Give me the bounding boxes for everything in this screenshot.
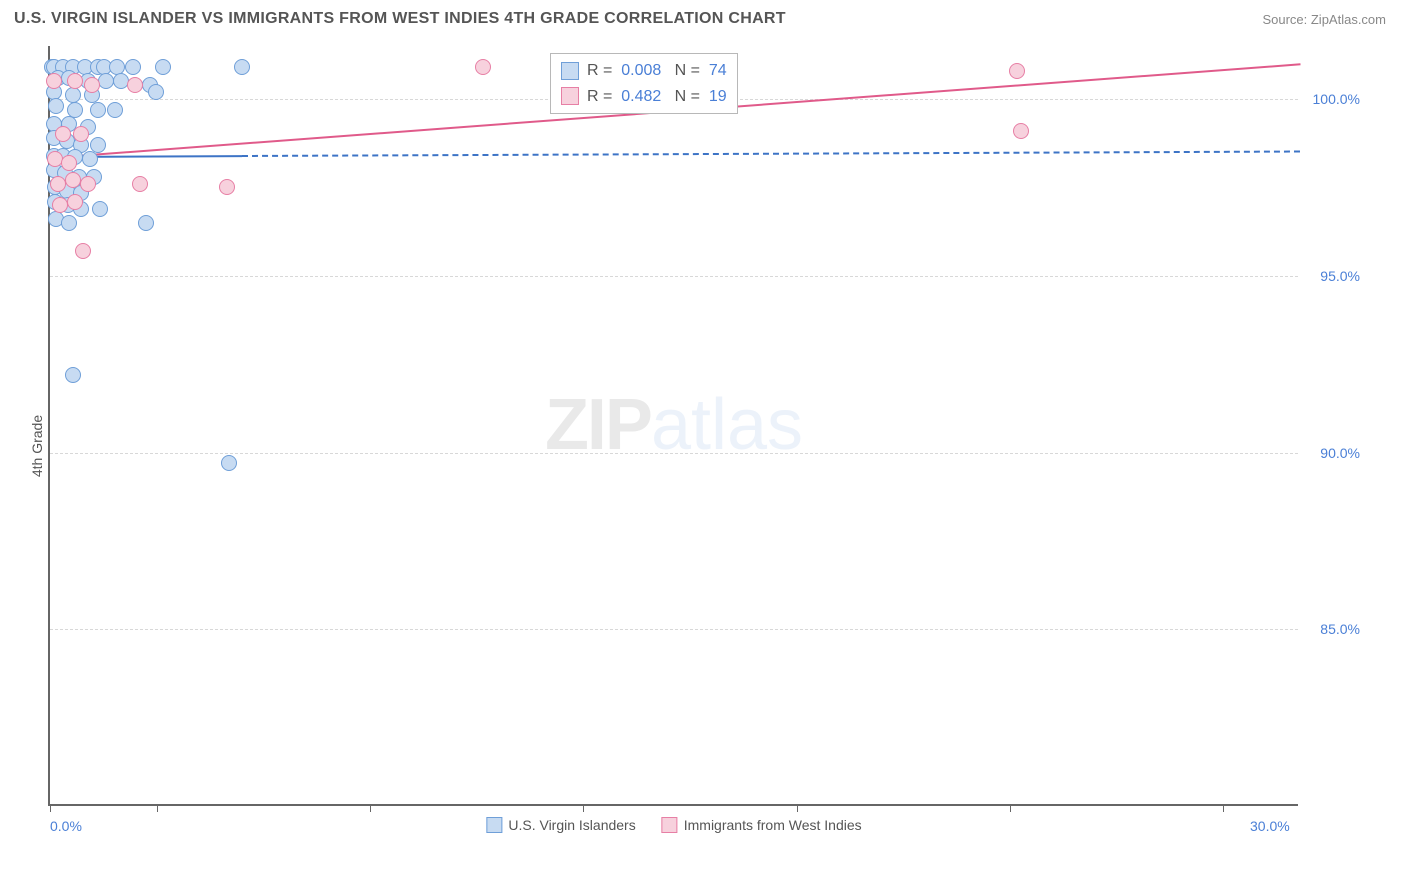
data-point [132,176,148,192]
legend-swatch [561,62,579,80]
x-tick [370,804,371,812]
data-point [52,197,68,213]
data-point [90,137,106,153]
data-point [84,77,100,93]
correlation-row: R = 0.482 N = 19 [561,84,727,110]
y-axis-label: 4th Grade [29,415,45,477]
data-point [125,59,141,75]
y-tick-label: 90.0% [1320,445,1360,461]
x-tick [797,804,798,812]
data-point [221,455,237,471]
data-point [107,102,123,118]
data-point [73,126,89,142]
data-point [138,215,154,231]
data-point [80,176,96,192]
data-point [234,59,250,75]
data-point [46,73,62,89]
legend-swatch [662,817,678,833]
data-point [61,215,77,231]
data-point [127,77,143,93]
chart-container: 4th Grade ZIPatlas 100.0%95.0%90.0%85.0%… [0,36,1406,856]
source-attribution: Source: ZipAtlas.com [1262,12,1386,27]
x-tick [1010,804,1011,812]
correlation-row: R = 0.008 N = 74 [561,58,727,84]
data-point [75,243,91,259]
source-link[interactable]: ZipAtlas.com [1311,12,1386,27]
gridline [50,629,1298,630]
gridline [50,453,1298,454]
data-point [67,194,83,210]
data-point [65,367,81,383]
x-axis-label: 0.0% [50,818,82,834]
y-tick-label: 100.0% [1313,91,1360,107]
y-tick-label: 85.0% [1320,621,1360,637]
data-point [1009,63,1025,79]
series-legend: U.S. Virgin Islanders Immigrants from Wes… [486,817,861,834]
y-tick-label: 95.0% [1320,268,1360,284]
data-point [1013,123,1029,139]
data-point [50,176,66,192]
correlation-legend: R = 0.008 N = 74R = 0.482 N = 19 [550,53,738,114]
legend-item: U.S. Virgin Islanders [486,817,635,834]
x-tick [583,804,584,812]
trend-line [242,150,1300,156]
x-tick [157,804,158,812]
data-point [55,126,71,142]
legend-swatch [561,87,579,105]
data-point [48,98,64,114]
legend-item: Immigrants from West Indies [662,817,862,834]
x-tick [50,804,51,812]
data-point [475,59,491,75]
data-point [148,84,164,100]
data-point [82,151,98,167]
data-point [90,102,106,118]
data-point [61,155,77,171]
x-axis-label: 30.0% [1250,818,1290,834]
data-point [219,179,235,195]
chart-title: U.S. VIRGIN ISLANDER VS IMMIGRANTS FROM … [14,10,786,28]
gridline [50,276,1298,277]
data-point [155,59,171,75]
watermark: ZIPatlas [545,384,803,466]
x-tick [1223,804,1224,812]
chart-header: U.S. VIRGIN ISLANDER VS IMMIGRANTS FROM … [0,0,1406,36]
legend-swatch [486,817,502,833]
data-point [92,201,108,217]
data-point [65,172,81,188]
data-point [67,73,83,89]
plot-area: ZIPatlas 100.0%95.0%90.0%85.0%0.0%30.0%R… [48,46,1298,806]
data-point [113,73,129,89]
